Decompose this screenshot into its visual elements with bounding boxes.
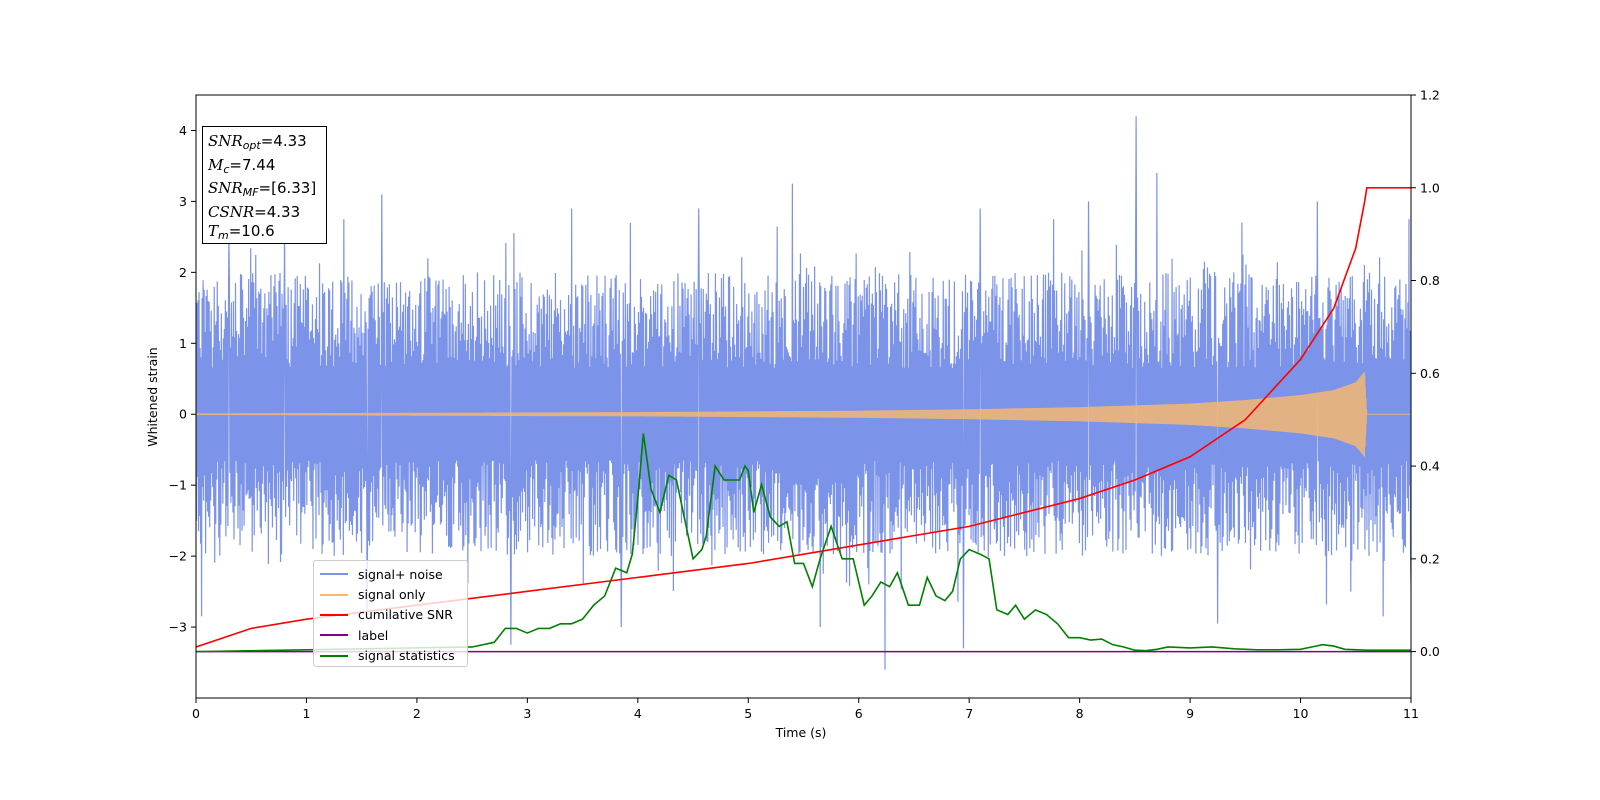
legend-swatch: [320, 573, 348, 576]
y2-tick-label: 0.0: [1420, 644, 1440, 659]
x-tick-label: 5: [744, 706, 752, 721]
x-tick-label: 4: [634, 706, 642, 721]
legend-item-label: label: [320, 625, 461, 645]
mc-annotation: Mc=7.44: [208, 155, 276, 176]
y2-tick-label: 0.8: [1420, 273, 1440, 288]
y2-tick-label: 0.6: [1420, 366, 1440, 381]
x-tick-label: 9: [1186, 706, 1194, 721]
x-tick-label: 11: [1403, 706, 1419, 721]
y-tick-label: 1: [179, 336, 187, 351]
y2-tick-label: 0.4: [1420, 459, 1440, 474]
x-tick-label: 1: [302, 706, 310, 721]
snr-info-box: SNRopt=4.33 Mc=7.44 SNRMF=[6.33] CSNR=4.…: [202, 126, 327, 244]
x-axis-label: Time (s): [775, 725, 827, 740]
csnr-annotation: CSNR=4.33: [208, 202, 301, 221]
y2-tick-label: 0.2: [1420, 551, 1440, 566]
snr-opt-annotation: SNRopt=4.33: [208, 132, 307, 152]
y-tick-label: −2: [169, 549, 187, 564]
y-tick-label: 3: [179, 194, 187, 209]
legend-swatch: [320, 613, 348, 616]
series-signal-only-line: [196, 372, 1411, 457]
x-tick-label: 3: [523, 706, 531, 721]
legend-item-signal-noise: signal+ noise: [320, 564, 461, 584]
x-tick-label: 10: [1293, 706, 1309, 721]
x-tick-label: 2: [413, 706, 421, 721]
snr-mf-annotation: SNRMF=[6.33]: [208, 179, 317, 199]
x-tick-label: 7: [965, 706, 973, 721]
plot-frame: [195, 94, 1412, 699]
legend-swatch: [320, 654, 348, 657]
y2-tick-label: 1.2: [1420, 88, 1440, 103]
y-tick-label: −1: [169, 478, 187, 493]
legend-swatch: [320, 634, 348, 637]
series-signal-statistics-line: [196, 433, 1411, 653]
series-signal-noise-line: [196, 116, 1411, 670]
axes-layer: 0 1 2 3 4 5 6 7 8 9 10 11 −3 −2 −1 0 1 2 3 4 0.0 0.2 0.4 0.6 0.8…: [169, 88, 1440, 722]
legend: signal+ noise signal only cumilative SNR…: [313, 560, 468, 667]
y-tick-label: −3: [169, 620, 187, 635]
legend-item-signal-statistics: signal statistics: [320, 646, 461, 666]
y-tick-label: 4: [179, 123, 187, 138]
legend-item-signal-only: signal only: [320, 584, 461, 604]
y-axis-label: Whitened strain: [145, 347, 160, 446]
y-tick-label: 2: [179, 265, 187, 280]
legend-swatch: [320, 593, 348, 596]
x-tick-label: 8: [1076, 706, 1084, 721]
tm-annotation: Tm=10.6: [208, 222, 275, 242]
y-tick-label: 0: [179, 407, 187, 422]
x-tick-label: 0: [192, 706, 200, 721]
x-tick-label: 6: [855, 706, 863, 721]
y2-tick-label: 1.0: [1420, 180, 1440, 195]
legend-item-cumulative-snr: cumilative SNR: [320, 605, 461, 625]
